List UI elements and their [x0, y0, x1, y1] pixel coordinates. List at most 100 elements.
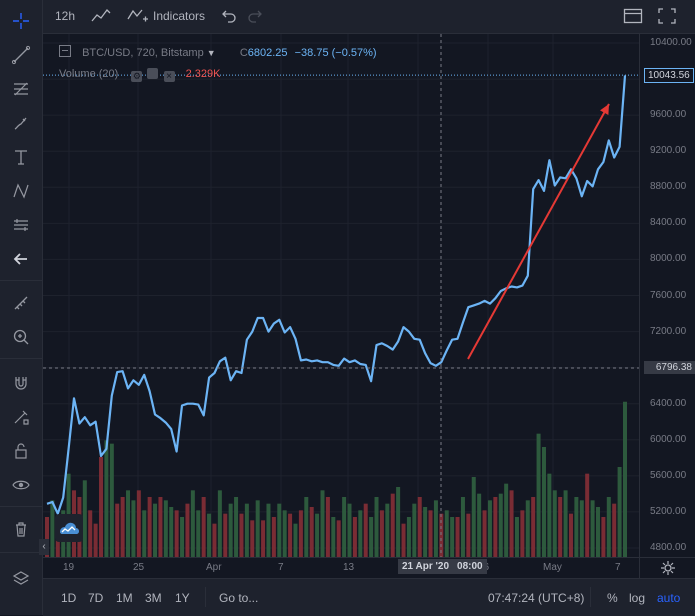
time-tick-label: May: [543, 562, 562, 573]
price-tick-label: 8000.00: [650, 253, 687, 265]
symbol-dropdown-icon[interactable]: ▼: [206, 48, 216, 58]
axis-settings-icon[interactable]: [639, 557, 695, 578]
volume-bar: [460, 497, 465, 557]
range-1d[interactable]: 1D: [61, 591, 77, 605]
price-tick-label: 8400.00: [650, 217, 687, 229]
indicators-icon[interactable]: [127, 7, 149, 25]
bottom-toolbar: 1D 7D 1M 3M 1Y Go to... 07:47:24 (UTC+8) % l…: [43, 578, 695, 616]
volume-bar: [217, 490, 222, 557]
volume-bar: [585, 473, 590, 557]
volume-bar: [120, 497, 125, 557]
price-tick-label: 6000.00: [650, 433, 687, 445]
indicators-button[interactable]: Indicators: [153, 9, 206, 23]
crosshair-date: 21 Apr '20: [402, 561, 450, 572]
range-1m[interactable]: 1M: [116, 591, 133, 605]
volume-bar: [163, 500, 168, 557]
volume-bar: [547, 473, 552, 557]
volume-bar: [169, 507, 174, 557]
volume-bar: [390, 493, 395, 557]
magnet-icon[interactable]: [6, 368, 36, 398]
volume-bar: [493, 497, 498, 557]
undo-icon[interactable]: [221, 8, 237, 26]
unlock-icon[interactable]: [6, 436, 36, 466]
ruler-icon[interactable]: [6, 288, 36, 318]
volume-bar: [525, 500, 530, 557]
range-7d[interactable]: 7D: [88, 591, 104, 605]
price-chart[interactable]: [43, 34, 639, 557]
fib-retracement-icon[interactable]: [6, 74, 36, 104]
redo-icon[interactable]: [247, 8, 263, 26]
volume-bar: [374, 497, 379, 557]
volume-bar: [617, 467, 622, 557]
tradingview-logo[interactable]: [55, 514, 83, 542]
volume-bar: [558, 497, 563, 557]
trend-line-icon[interactable]: [6, 40, 36, 70]
layers-icon[interactable]: [6, 564, 36, 594]
toolbar-divider: [0, 358, 42, 359]
volume-remove-icon[interactable]: ×: [163, 71, 175, 82]
volume-bar: [174, 510, 179, 557]
volume-source-icon[interactable]: [147, 68, 159, 79]
collapse-legend-icon[interactable]: [59, 45, 71, 57]
volume-bar: [142, 510, 147, 557]
volume-bar: [104, 440, 109, 557]
back-arrow-icon[interactable]: [6, 244, 36, 274]
chart-style-icon[interactable]: [91, 8, 111, 26]
clock[interactable]: 07:47:24 (UTC+8): [488, 591, 585, 605]
symbol-legend: BTC/USD, 720, Bitstamp ▼ C6802.25 −38.75…: [59, 45, 377, 59]
volume-bar: [412, 503, 417, 557]
volume-bar: [201, 497, 206, 557]
crosshair-icon[interactable]: [6, 6, 36, 36]
volume-settings-icon[interactable]: ⚙: [131, 71, 143, 82]
percent-toggle[interactable]: %: [607, 591, 618, 605]
price-line: [46, 75, 627, 515]
brush-icon[interactable]: [6, 108, 36, 138]
volume-bar: [298, 510, 303, 557]
price-axis[interactable]: 10400.0010000.009600.009200.008800.00840…: [639, 34, 695, 557]
goto-button[interactable]: Go to...: [219, 591, 259, 605]
volume-bar: [363, 503, 368, 557]
pattern-icon[interactable]: [6, 176, 36, 206]
auto-toggle[interactable]: auto: [657, 591, 681, 605]
price-tick-label: 5600.00: [650, 469, 687, 481]
volume-bar: [406, 517, 411, 557]
trash-icon[interactable]: [6, 514, 36, 544]
volume-bar: [277, 503, 282, 557]
range-3m[interactable]: 3M: [145, 591, 162, 605]
range-1y[interactable]: 1Y: [175, 591, 190, 605]
prediction-icon[interactable]: [6, 210, 36, 240]
lock-drawings-icon[interactable]: [6, 402, 36, 432]
volume-bar: [531, 497, 536, 557]
volume-bar: [109, 443, 114, 557]
interval-selector[interactable]: 12h: [55, 9, 76, 23]
volume-bar: [234, 497, 239, 557]
close-prefix: C: [239, 47, 248, 59]
chart-pane[interactable]: BTC/USD, 720, Bitstamp ▼ C6802.25 −38.75…: [39, 34, 639, 557]
text-tool-icon[interactable]: [6, 142, 36, 172]
volume-bar: [369, 517, 374, 557]
zoom-icon[interactable]: [6, 322, 36, 352]
volume-bar: [552, 490, 557, 557]
layout-icon[interactable]: [623, 7, 643, 25]
fullscreen-icon[interactable]: [657, 7, 677, 25]
symbol-name: BTC/USD, 720, Bitstamp: [82, 47, 204, 59]
volume-bar: [574, 497, 579, 557]
volume-bar: [541, 447, 546, 557]
scroll-left-icon[interactable]: ‹: [39, 539, 49, 555]
log-toggle[interactable]: log: [629, 591, 646, 605]
volume-bar: [309, 507, 314, 557]
volume-bar: [282, 510, 287, 557]
eye-icon[interactable]: [6, 470, 36, 500]
volume-bar: [342, 497, 347, 557]
volume-bar: [136, 490, 141, 557]
volume-bar: [320, 490, 325, 557]
volume-bar: [385, 503, 390, 557]
volume-bar: [304, 497, 309, 557]
price-tick-label: 5200.00: [650, 505, 687, 517]
volume-bar: [396, 487, 401, 557]
crosshair-time: 08:00: [457, 561, 483, 572]
volume-bar: [590, 500, 595, 557]
volume-bar: [514, 517, 519, 557]
volume-bar: [190, 490, 195, 557]
